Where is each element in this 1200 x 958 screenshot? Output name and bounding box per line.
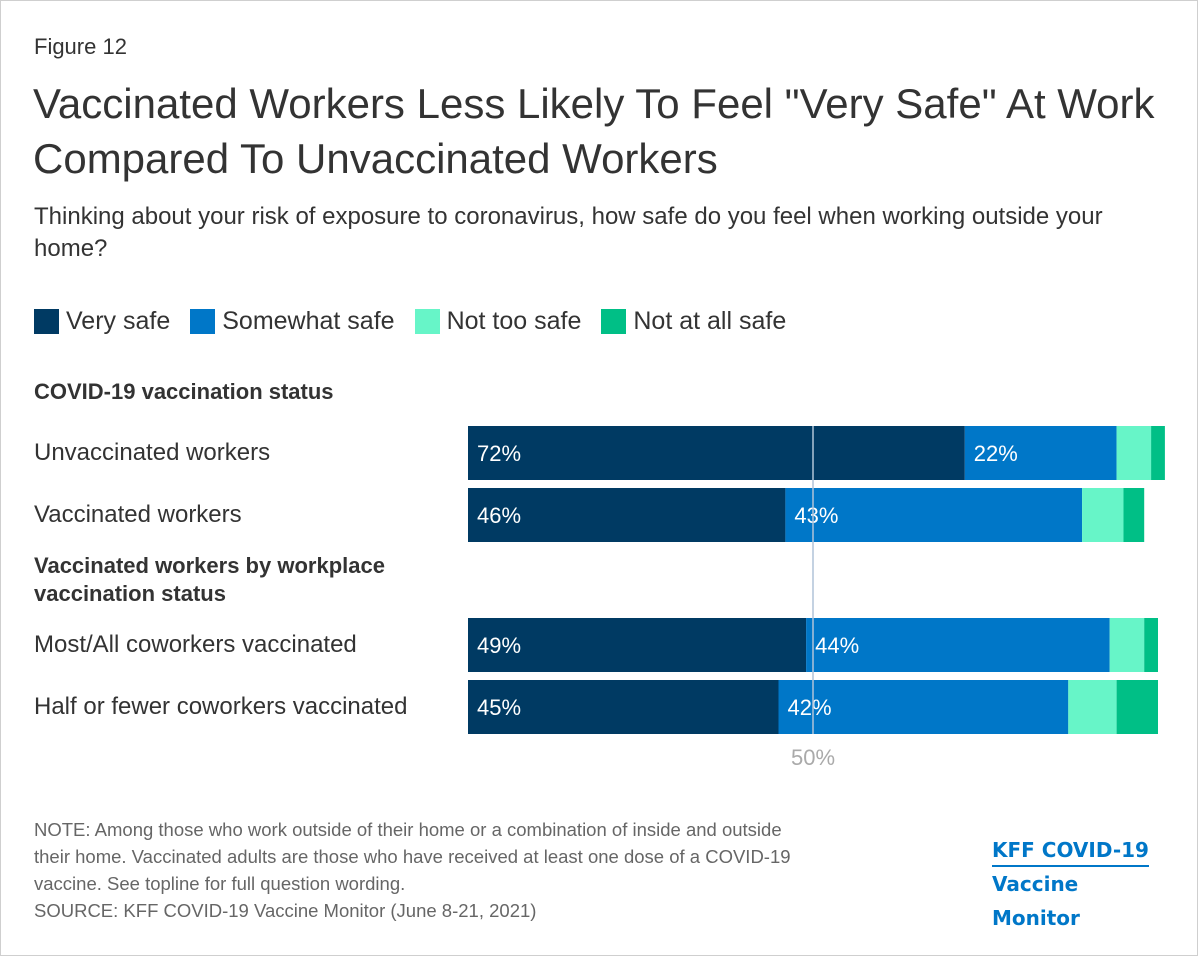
- bar-segment-somewhat-safe: [778, 680, 1069, 734]
- row-label-vaccinated: Vaccinated workers: [34, 501, 242, 528]
- chart-subtitle: Thinking about your risk of exposure to …: [34, 203, 1103, 262]
- legend-swatch-not-too-safe: [414, 308, 440, 334]
- legend-item-not-at-all-safe: Not at all safe: [601, 307, 786, 336]
- data-label-somewhat-safe: 44%: [815, 633, 859, 658]
- data-label-somewhat-safe: 43%: [794, 503, 838, 528]
- logo-line-2: Vaccine Monitor: [992, 872, 1080, 930]
- legend-label: Not at all safe: [633, 306, 787, 335]
- bar-segment-very-safe: [468, 680, 779, 734]
- bar-segment-not-too-safe: [1068, 680, 1117, 734]
- bar-segment-not-at-all-safe: [1123, 488, 1145, 542]
- data-label-very-safe: 45%: [477, 695, 521, 720]
- legend-item-somewhat-safe: Somewhat safe: [190, 306, 395, 336]
- note-line: vaccine. See topline for full question w…: [34, 873, 406, 894]
- note-line: NOTE: Among those who work outside of th…: [34, 819, 782, 840]
- data-label-very-safe: 49%: [477, 633, 521, 658]
- note-line: their home. Vaccinated adults are those …: [34, 846, 791, 867]
- row-label-unvaccinated: Unvaccinated workers: [34, 439, 271, 466]
- legend-label: Not too safe: [446, 306, 582, 335]
- bar-segment-not-at-all-safe: [1151, 426, 1165, 480]
- row-label-half-or-fewer: Half or fewer coworkers vaccinated: [34, 693, 408, 720]
- data-label-somewhat-safe: 22%: [974, 441, 1018, 466]
- bar-segment-very-safe: [468, 618, 807, 672]
- chart-note: NOTE: Among those who work outside of th…: [34, 816, 964, 924]
- data-label-very-safe: 72%: [477, 441, 521, 466]
- logo-line-1: KFF COVID-19: [992, 835, 1149, 867]
- legend-label: Somewhat safe: [222, 306, 395, 335]
- bar-segment-not-at-all-safe: [1144, 618, 1158, 672]
- source-line: SOURCE: KFF COVID-19 Vaccine Monitor (Ju…: [34, 900, 537, 921]
- legend-swatch-somewhat-safe: [190, 308, 216, 334]
- legend-swatch-not-at-all-safe: [601, 308, 627, 334]
- legend-item-not-too-safe: Not too safe: [414, 306, 582, 336]
- bar-segment-somewhat-safe: [964, 426, 1117, 480]
- legend: Very safe Somewhat safe Not too safe Not…: [34, 304, 806, 338]
- chart-title: Vaccinated Workers Less Likely To Feel "…: [33, 80, 1155, 182]
- kff-logo[interactable]: KFF COVID-19 Vaccine Monitor: [992, 834, 1172, 935]
- row-label-most-all-coworkers: Most/All coworkers vaccinated: [34, 631, 357, 658]
- data-label-somewhat-safe: 42%: [788, 695, 832, 720]
- bar-segment-very-safe: [468, 488, 786, 542]
- figure-number: Figure 12: [34, 34, 127, 59]
- legend-label: Very safe: [66, 306, 171, 335]
- reference-line-label: 50%: [791, 745, 835, 770]
- group-header-vaccination-status: COVID-19 vaccination status: [34, 379, 334, 404]
- bar-segment-somewhat-safe: [806, 618, 1110, 672]
- bar-segment-very-safe: [468, 426, 965, 480]
- bar-segment-not-too-safe: [1116, 426, 1152, 480]
- bar-segment-not-too-safe: [1082, 488, 1124, 542]
- bar-segment-not-too-safe: [1109, 618, 1145, 672]
- data-label-very-safe: 46%: [477, 503, 521, 528]
- bar-segment-somewhat-safe: [785, 488, 1083, 542]
- group-header-workplace-status: Vaccinated workers by workplace vaccinat…: [34, 553, 385, 606]
- legend-item-very-safe: Very safe: [34, 307, 170, 336]
- bar-segment-not-at-all-safe: [1116, 680, 1158, 734]
- legend-swatch-very-safe: [34, 308, 59, 334]
- stacked-bar-chart: 72% 22% 46% 43% 49% 44% 45% 42% 50%: [468, 426, 1165, 770]
